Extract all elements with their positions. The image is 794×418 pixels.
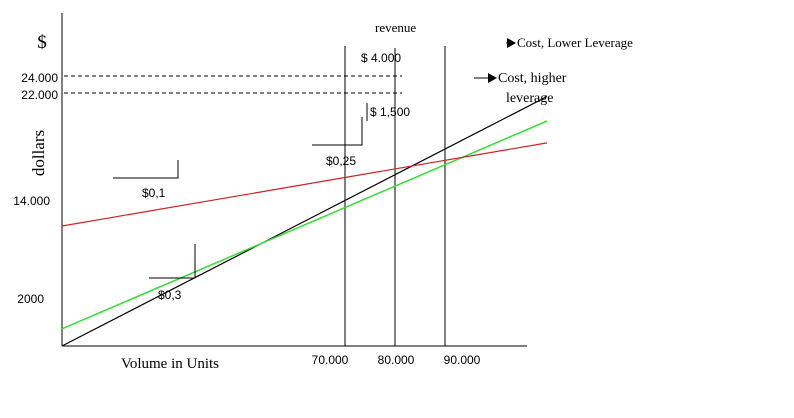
- slope-label-higher: $0,1: [142, 186, 166, 200]
- series-label-cost-higher-leverage-line2: leverage: [506, 91, 553, 106]
- x-axis-label: Volume in Units: [121, 356, 219, 372]
- slope-triangle-higher: [113, 160, 179, 179]
- slope-label-lower: $0,25: [326, 154, 356, 168]
- y-tick-label-2000: 2000: [17, 292, 44, 306]
- x-tick-label-80000: 80.000: [378, 353, 415, 367]
- slope-triangle-revenue: [149, 244, 196, 279]
- y-axis-label: dollars: [29, 130, 48, 176]
- series-label-cost-lower-leverage: Cost, Lower Leverage: [517, 35, 633, 50]
- series-label-cost-higher-leverage-line1: Cost, higher: [498, 71, 567, 86]
- series-line-cost-lower-leverage: [61, 120, 548, 330]
- series-label-revenue: revenue: [375, 20, 416, 35]
- y-tick-label-24000: 24.000: [21, 71, 58, 85]
- series-line-revenue: [61, 96, 548, 347]
- x-tick-label-90000: 90.000: [444, 353, 481, 367]
- gap-label-revenue-lower: $ 4.000: [361, 51, 401, 65]
- series-line-cost-higher-leverage: [61, 142, 548, 227]
- arrow-higher-head: [488, 73, 497, 83]
- x-tick-label-70000: 70.000: [312, 353, 349, 367]
- slope-label-revenue: $0,3: [158, 288, 182, 302]
- gap-label-lower-higher: $ 1,500: [370, 105, 410, 119]
- arrow-lower-head: [507, 38, 516, 48]
- slope-triangle-lower: [312, 117, 363, 146]
- y-currency-symbol: $: [37, 32, 47, 53]
- y-tick-label-14000: 14.000: [13, 194, 50, 208]
- y-tick-label-22000: 22.000: [21, 88, 58, 102]
